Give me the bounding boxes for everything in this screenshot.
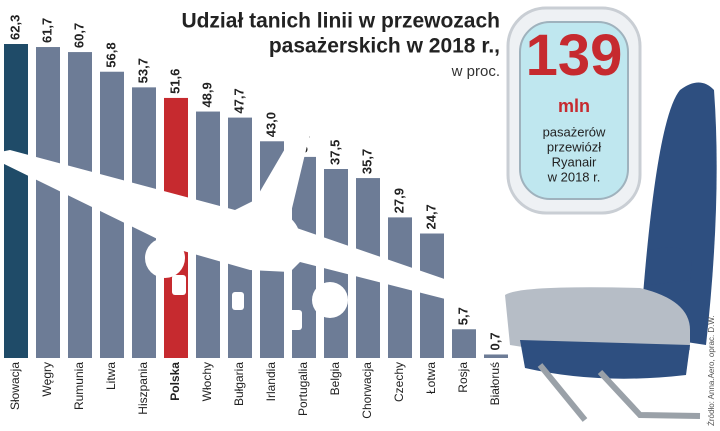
window — [506, 6, 642, 215]
bar — [68, 52, 92, 359]
x-tick-label: Belgia — [328, 362, 342, 396]
value-label: 43,0 — [263, 112, 278, 137]
bar — [452, 329, 476, 358]
bar — [484, 354, 508, 358]
value-label: 37,5 — [327, 140, 342, 165]
value-label: 27,9 — [391, 188, 406, 213]
value-label: 62,3 — [7, 15, 22, 40]
x-tick-label: Rumunia — [72, 362, 86, 410]
chart-title-line: pasażerskich w 2018 r., — [269, 35, 500, 58]
callout-unit: mln — [558, 96, 590, 116]
x-tick-label: Portugalia — [296, 362, 310, 416]
x-tick-label: Włochy — [200, 362, 214, 401]
x-tick-label: Bułgaria — [232, 362, 246, 406]
plane-illustration — [0, 123, 520, 330]
value-label: 51,6 — [167, 69, 182, 94]
x-tick-label: Polska — [168, 362, 182, 401]
x-tick-label: Łotwa — [424, 362, 438, 394]
value-label: 61,7 — [39, 18, 54, 43]
value-label: 53,7 — [135, 58, 150, 83]
x-tick-label: Irlandia — [264, 362, 278, 402]
value-label: 24,7 — [423, 204, 438, 229]
x-tick-label: Litwa — [104, 362, 118, 390]
value-label: 5,7 — [455, 307, 470, 325]
value-label: 0,7 — [487, 332, 502, 350]
callout-line: pasażerów — [543, 124, 606, 139]
value-label: 56,8 — [103, 42, 118, 67]
x-tick-label: Hiszpania — [136, 362, 150, 415]
x-tick-label: Białoruś — [488, 362, 502, 405]
seat-illustration — [505, 82, 717, 422]
value-label: 48,9 — [199, 82, 214, 107]
callout-line: przewiózł — [547, 139, 601, 154]
x-tick-label: Czechy — [392, 362, 406, 402]
callout-line: Ryanair — [552, 154, 597, 169]
value-label: 47,7 — [231, 88, 246, 113]
callout-line: w 2018 r. — [547, 169, 601, 184]
source: Źródło: Anna.Aero, oprac. D.W. — [707, 315, 716, 426]
chart-title-line: Udział tanich linii w przewozach — [181, 10, 500, 33]
x-tick-label: Węgry — [40, 362, 54, 397]
bar — [36, 47, 60, 358]
value-label: 35,7 — [359, 149, 374, 174]
callout-number: 139 — [526, 23, 623, 88]
value-label: 60,7 — [71, 23, 86, 48]
chart-subtitle: w proc. — [451, 63, 500, 80]
x-tick-label: Chorwacja — [360, 362, 374, 419]
x-tick-label: Rosja — [456, 362, 470, 393]
bar — [4, 44, 28, 359]
x-tick-label: Słowacja — [8, 362, 22, 410]
